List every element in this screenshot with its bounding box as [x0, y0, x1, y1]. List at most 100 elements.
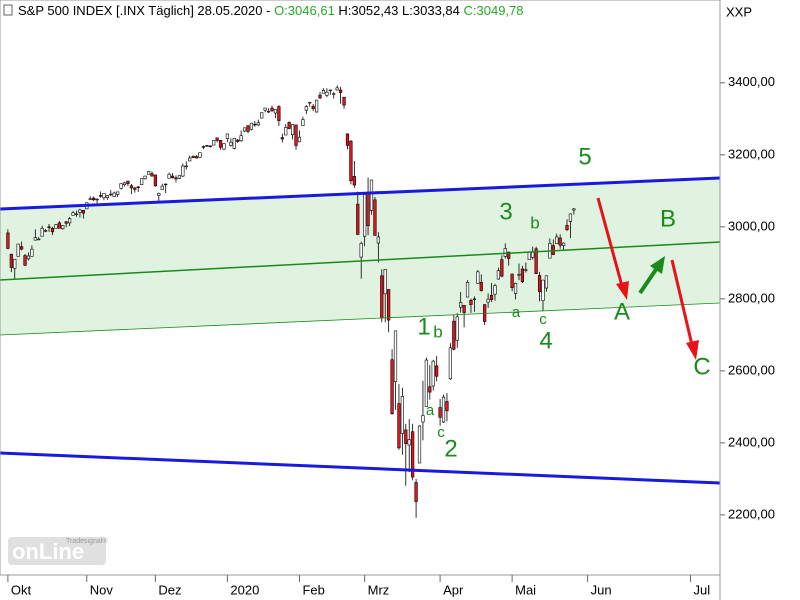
candle-body: [129, 185, 133, 189]
candle-body: [294, 124, 298, 146]
candle-body: [174, 177, 178, 180]
candle-body: [33, 237, 37, 241]
candle-body: [349, 140, 353, 182]
candle-body: [308, 101, 312, 104]
candle-body: [188, 157, 192, 162]
candle-body: [242, 127, 247, 132]
candle-body: [297, 136, 302, 143]
candle-body: [64, 221, 68, 224]
candle-body: [212, 140, 216, 146]
logo: onLine: [12, 539, 84, 564]
candle-body: [397, 403, 401, 449]
header-box: [3, 4, 13, 16]
candle-body: [236, 139, 240, 142]
candle-body: [47, 226, 51, 228]
candle-body: [208, 145, 212, 147]
candle-body: [146, 171, 151, 175]
candle-body: [201, 146, 206, 148]
candle-body: [71, 212, 75, 216]
y-tick-label: 2600,00: [728, 362, 775, 377]
candle-body: [428, 386, 432, 393]
arrowhead: [686, 340, 699, 360]
candle-body: [68, 218, 72, 224]
lower-channel: [0, 451, 721, 485]
candle-body: [253, 123, 257, 126]
candle-body: [277, 106, 281, 121]
candle-body: [572, 208, 576, 211]
candle-body: [16, 243, 20, 257]
candle-body: [472, 298, 476, 300]
candle-body: [335, 87, 339, 91]
candle-body: [359, 243, 363, 258]
candle-body: [50, 227, 55, 233]
candle-body: [37, 238, 41, 241]
candle-body: [390, 359, 394, 414]
candle-body: [517, 274, 521, 276]
x-tick-label: Mai: [515, 582, 536, 597]
candle-body: [400, 396, 404, 434]
candle-body: [465, 281, 470, 298]
candle-body: [30, 248, 34, 257]
arrow-line: [670, 259, 694, 346]
candle-body: [441, 396, 446, 423]
candle-body: [270, 107, 274, 112]
candle-body: [194, 156, 199, 159]
candle-body: [92, 197, 96, 201]
lower-green-line: [0, 302, 721, 336]
candle-body: [222, 143, 226, 150]
candle-body: [126, 180, 130, 184]
candle-body: [541, 279, 545, 301]
wave-label: c: [437, 424, 445, 441]
candle-body: [54, 224, 58, 229]
candle-body: [170, 175, 175, 179]
candle-body: [380, 275, 384, 319]
candle-body: [260, 112, 264, 119]
x-tick-label: Feb: [302, 582, 324, 597]
candle-body: [496, 270, 501, 280]
candle-body: [44, 230, 48, 232]
x-tick-label: Okt: [11, 582, 32, 597]
arrowhead: [650, 256, 665, 274]
candle-body: [438, 407, 442, 418]
logo-sub: Tradesignal®: [66, 537, 108, 545]
arrowhead: [616, 281, 629, 300]
candle-body: [164, 183, 168, 186]
candle-body: [568, 213, 573, 222]
x-tick-label: 2020: [230, 582, 259, 597]
candle-body: [363, 194, 367, 237]
candle-body: [510, 273, 514, 288]
candle-body: [311, 105, 315, 110]
title: S&P 500 INDEX [.INX Täglich] 28.05.2020 …: [18, 3, 270, 18]
candle-body: [318, 94, 322, 99]
candle-body: [229, 141, 233, 146]
candle-body: [205, 145, 209, 147]
candle-body: [232, 137, 236, 149]
candle-body: [373, 199, 377, 236]
candle-body: [181, 165, 185, 177]
candle-body: [527, 251, 531, 260]
y-tick-label: 3400,00: [728, 74, 775, 89]
candle-body: [435, 365, 439, 377]
candle-body: [455, 316, 459, 341]
candle-body: [469, 299, 473, 305]
arrow-line: [596, 197, 624, 287]
candle-body: [445, 401, 449, 412]
candle-body: [88, 198, 92, 200]
candle-body: [198, 152, 202, 158]
x-tick-label: Nov: [90, 582, 114, 597]
y-tick-label: 2200,00: [728, 506, 775, 521]
candle-body: [301, 119, 305, 126]
x-tick-label: Dez: [158, 582, 181, 597]
middle-line: [0, 241, 721, 281]
candle-body: [153, 174, 157, 187]
x-tick-label: Jul: [694, 582, 711, 597]
x-tick-label: Mrz: [368, 582, 390, 597]
candles: [6, 85, 576, 518]
candle-body: [184, 165, 188, 168]
candle-body: [122, 182, 127, 186]
candle-body: [393, 330, 398, 382]
candle-body: [328, 89, 332, 92]
candle-body: [407, 439, 411, 446]
candle-body: [500, 259, 504, 277]
wave-label: C: [693, 353, 710, 380]
